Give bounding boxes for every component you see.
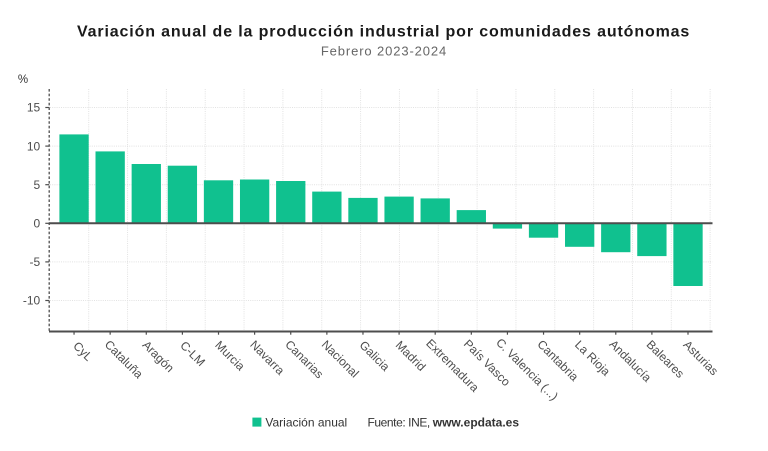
svg-text:Variación anual de la producci: Variación anual de la producción industr… [77,24,690,41]
svg-text:15: 15 [27,101,41,115]
svg-text:Variación anual: Variación anual [265,416,347,430]
svg-text:5: 5 [34,178,41,192]
svg-text:Febrero 2023-2024: Febrero 2023-2024 [321,44,447,59]
svg-text:10: 10 [27,139,41,153]
svg-text:0: 0 [34,217,41,231]
svg-text:-5: -5 [30,255,41,269]
svg-text:-10: -10 [23,294,41,308]
svg-text:Fuente: INE, www.epdata.es: Fuente: INE, www.epdata.es [368,416,520,430]
svg-text:%: % [18,74,28,86]
